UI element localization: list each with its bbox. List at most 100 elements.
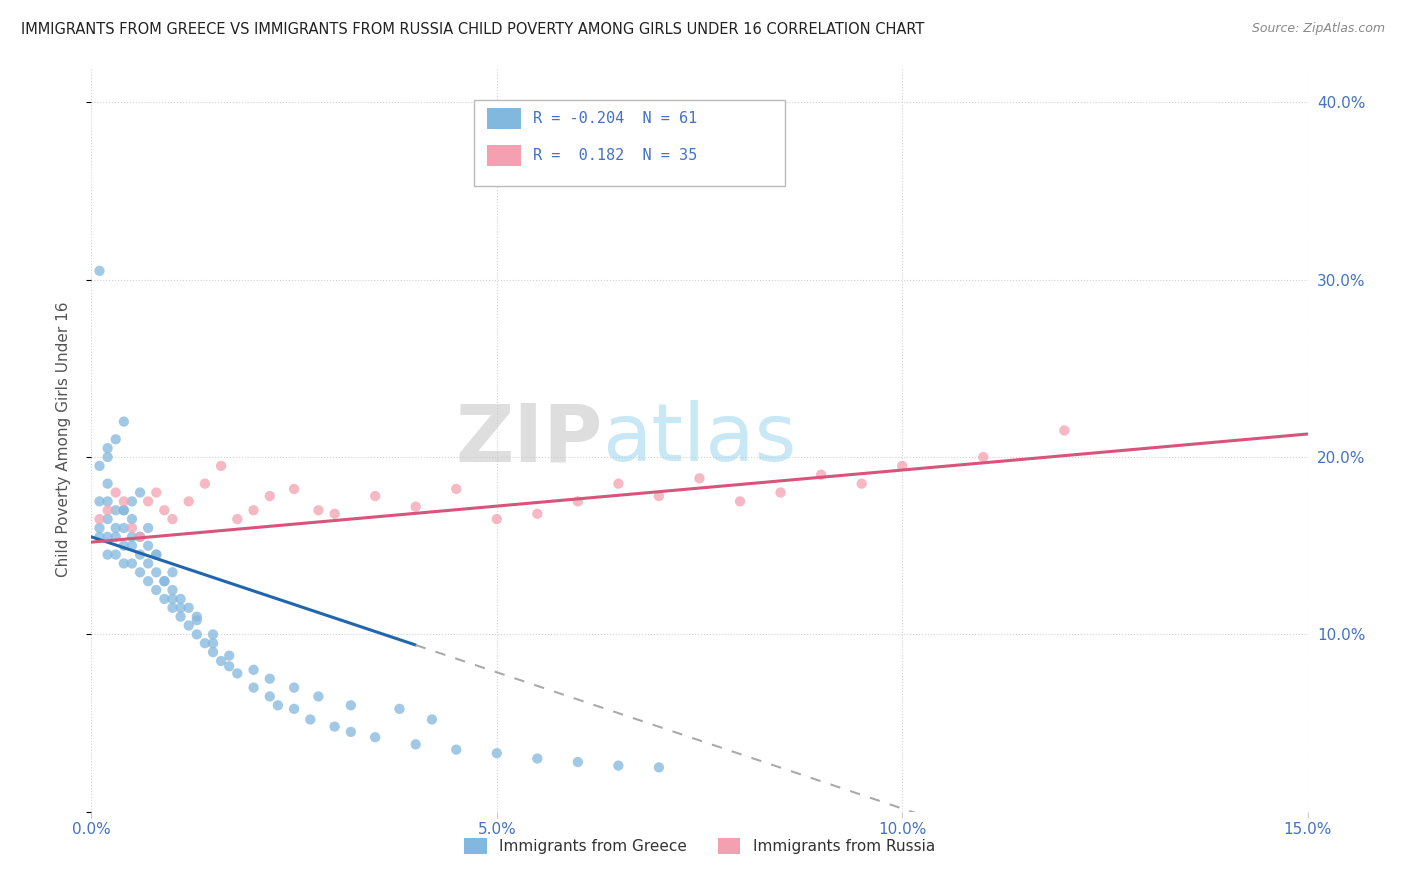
Point [177,494,200,508]
Point [283,702,305,716]
Point [162,591,184,606]
Point [169,600,191,615]
Point [129,530,152,544]
Point [89,521,111,535]
Point [485,512,508,526]
Point [728,494,751,508]
Point [202,627,225,641]
Point [112,521,135,535]
Point [169,609,191,624]
Y-axis label: Child Poverty Among Girls Under 16: Child Poverty Among Girls Under 16 [56,301,70,577]
Point [89,494,111,508]
Point [259,672,281,686]
Point [364,489,387,503]
Point [177,618,200,632]
Point [242,663,264,677]
Point [153,503,176,517]
Point [153,591,176,606]
Text: IMMIGRANTS FROM GREECE VS IMMIGRANTS FROM RUSSIA CHILD POVERTY AMONG GIRLS UNDER: IMMIGRANTS FROM GREECE VS IMMIGRANTS FRO… [21,22,925,37]
Point [242,503,264,517]
Point [129,566,152,580]
Point [104,530,127,544]
Point [97,441,120,455]
Point [186,609,208,624]
Point [226,666,249,681]
Point [89,512,111,526]
Point [162,512,184,526]
Point [810,467,832,482]
Point [769,485,792,500]
Point [104,485,127,500]
Text: R =  0.182  N = 35: R = 0.182 N = 35 [533,148,697,163]
Point [242,681,264,695]
Point [526,507,548,521]
Point [283,681,305,695]
Point [112,557,135,571]
Point [104,548,127,562]
Point [89,530,111,544]
Point [202,636,225,650]
Point [104,503,127,517]
Point [267,698,290,713]
Point [340,725,363,739]
Bar [486,108,520,128]
Point [97,503,120,517]
Point [112,503,135,517]
Point [218,648,240,663]
Point [364,730,387,744]
Point [607,476,630,491]
Point [89,458,111,473]
Point [388,702,411,716]
Point [526,751,548,765]
Point [444,482,467,496]
Point [405,737,427,751]
Point [112,494,135,508]
Point [97,450,120,464]
Point [97,548,120,562]
Point [162,582,184,597]
Point [153,574,176,589]
Point [186,627,208,641]
Point [218,659,240,673]
Point [307,690,329,704]
Point [485,746,508,760]
Point [129,485,152,500]
Point [259,489,281,503]
Point [340,698,363,713]
Point [145,548,167,562]
Point [891,458,914,473]
Point [136,539,159,553]
Point [97,476,120,491]
Point [112,539,135,553]
Point [688,471,710,485]
Point [177,600,200,615]
Point [283,482,305,496]
Point [648,760,671,774]
Text: atlas: atlas [602,401,797,478]
Point [323,507,346,521]
Point [209,654,232,668]
Text: ZIP: ZIP [456,401,602,478]
Point [121,539,143,553]
Point [153,574,176,589]
Point [136,521,159,535]
Point [136,494,159,508]
Point [169,591,191,606]
Point [121,521,143,535]
Point [129,530,152,544]
Point [97,494,120,508]
Point [145,485,167,500]
Point [136,557,159,571]
Point [299,713,322,727]
Point [104,521,127,535]
Point [121,530,143,544]
Point [89,264,111,278]
Point [121,557,143,571]
Text: R = -0.204  N = 61: R = -0.204 N = 61 [533,111,697,126]
Point [121,494,143,508]
Point [567,494,589,508]
Point [444,742,467,756]
Point [112,415,135,429]
Point [194,476,217,491]
FancyBboxPatch shape [474,101,785,186]
